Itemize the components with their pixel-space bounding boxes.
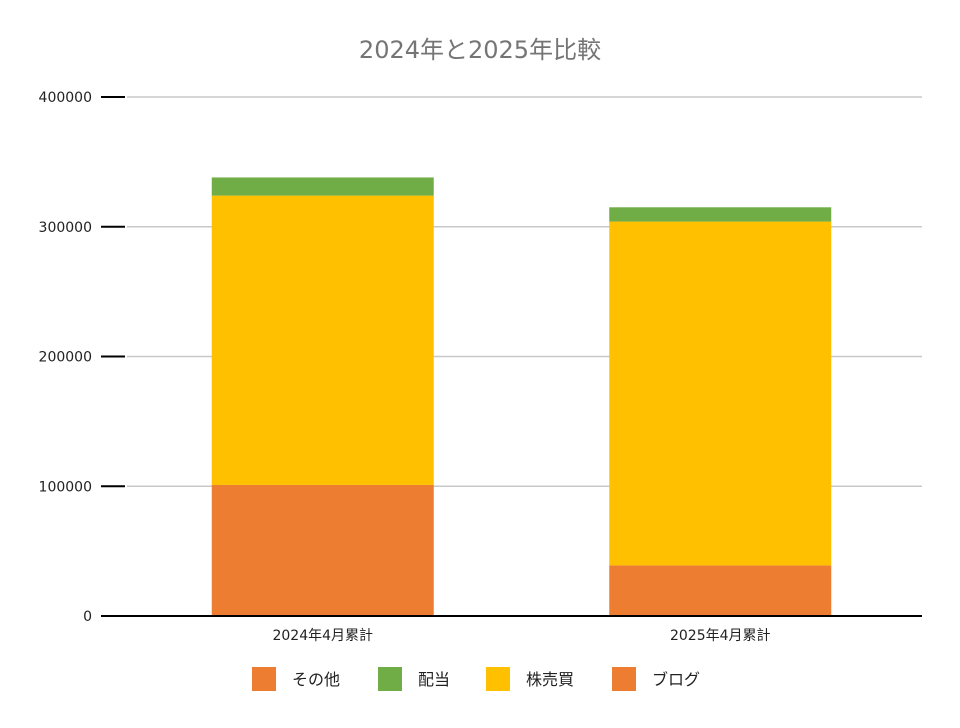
y-tick-label-0: 0 — [83, 609, 92, 625]
legend-swatch-0 — [252, 667, 276, 691]
legend: その他 配当 株売買 ブログ — [252, 667, 700, 691]
x-axis: 2024年4月累計 2025年4月累計 — [101, 615, 922, 644]
y-tick-label-1: 100000 — [39, 479, 92, 495]
legend-swatch-3 — [612, 667, 636, 691]
x-tick-label-0: 2024年4月累計 — [272, 628, 373, 644]
y-tick-label-2: 200000 — [39, 350, 92, 366]
chart-title: 2024年と2025年比較 — [359, 36, 601, 64]
bar-segment-0-1 — [609, 565, 832, 616]
x-tick-label-1: 2025年4月累計 — [670, 628, 771, 644]
legend-swatch-1 — [378, 667, 402, 691]
bar-segment-2-0 — [211, 177, 434, 196]
legend-swatch-2 — [486, 667, 510, 691]
bar-segment-1-0 — [211, 195, 434, 485]
legend-label-2: 株売買 — [526, 670, 574, 689]
y-axis: 0 100000 200000 300000 400000 — [39, 90, 125, 625]
bar-segment-0-0 — [211, 484, 434, 616]
bar-segment-1-1 — [609, 221, 832, 566]
y-tick-label-3: 300000 — [39, 220, 92, 236]
bar-segment-2-1 — [609, 207, 832, 222]
legend-label-1: 配当 — [418, 670, 450, 689]
y-tick-label-4: 400000 — [39, 90, 92, 106]
legend-label-3: ブログ — [652, 670, 700, 689]
legend-label-0: その他 — [292, 670, 340, 689]
bars — [211, 177, 832, 616]
